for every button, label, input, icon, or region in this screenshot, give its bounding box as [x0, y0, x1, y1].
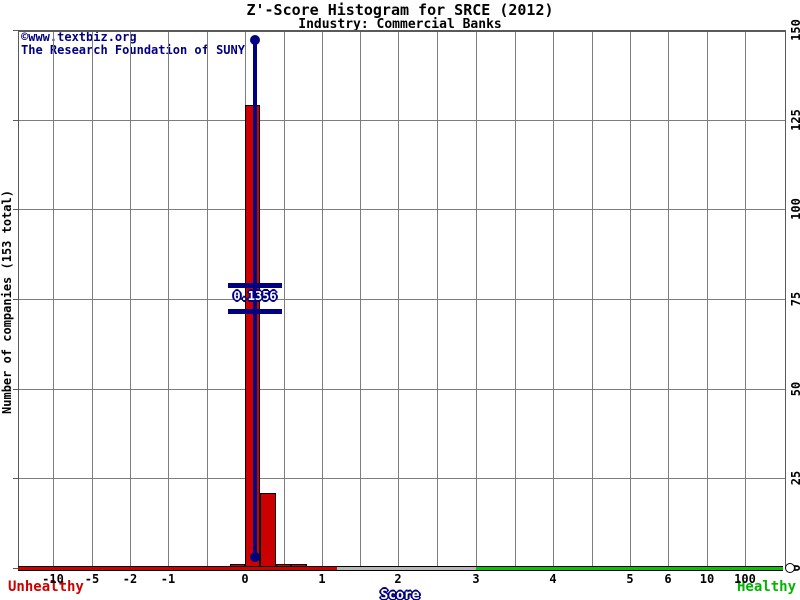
x-tick-label: -1: [160, 572, 176, 586]
mean-value-label: 0.1356: [233, 289, 277, 303]
h-gridline: [18, 299, 785, 300]
y-tick-label: 50: [789, 381, 800, 397]
y-tick: [13, 389, 18, 390]
axis-zone-neutral: [337, 566, 476, 571]
y-tick-label: 125: [789, 109, 800, 131]
credit-text: The Research Foundation of SUNY: [21, 43, 245, 57]
plot-border-top: [18, 30, 786, 32]
h-gridline: [18, 209, 785, 210]
x-axis-title: Score: [0, 584, 800, 600]
h-gridline: [18, 478, 785, 479]
y-tick-label: 150: [789, 19, 800, 41]
x-tick-label: -10: [42, 572, 64, 586]
x-tick-label: 10: [699, 572, 715, 586]
x-tick-label: 2: [394, 572, 402, 586]
y-tick-label: 100: [789, 198, 800, 220]
mean-whisker-upper: [228, 283, 282, 288]
h-gridline: [18, 389, 785, 390]
y-axis-title: Number of companies (153 total): [0, 190, 14, 414]
y-tick-label: 25: [789, 470, 800, 486]
h-gridline: [18, 120, 785, 121]
y-tick: [13, 30, 18, 31]
x-axis-title-text: Score: [380, 588, 420, 600]
mean-dot-bottom: [250, 552, 260, 562]
mean-whisker-lower: [228, 309, 282, 314]
healthy-label: Healthy: [737, 579, 797, 595]
chart-title: Z'-Score Histogram for SRCE (2012): [246, 1, 554, 19]
y-tick: [13, 299, 18, 300]
x-tick-label: 100: [734, 572, 756, 586]
x-tick-label: 3: [472, 572, 480, 586]
mean-line: [253, 40, 257, 557]
copyright-link[interactable]: ©www.textbiz.org: [21, 30, 137, 44]
x-tick-label: 1: [318, 572, 326, 586]
plot-border-left: [18, 30, 19, 568]
y-tick-label: 75: [789, 291, 800, 307]
y-tick: [13, 478, 18, 479]
axis-zone-healthy: [476, 566, 783, 571]
x-tick-label: 6: [664, 572, 672, 586]
plot-border-right: [785, 30, 786, 568]
unhealthy-label: Unhealthy: [8, 579, 84, 595]
x-tick-label: 5: [626, 572, 634, 586]
y-tick: [13, 120, 18, 121]
chart-subtitle: Industry: Commercial Banks: [298, 17, 502, 32]
axis-end-marker: [785, 563, 795, 573]
x-tick-label: 4: [549, 572, 557, 586]
mean-dot-top: [250, 35, 260, 45]
y-tick: [13, 209, 18, 210]
y-tick: [13, 568, 18, 569]
x-tick-label: -5: [84, 572, 100, 586]
x-tick-label: -2: [122, 572, 138, 586]
x-tick-label: 0: [241, 572, 249, 586]
axis-zone-unhealthy: [18, 566, 337, 571]
histogram-bar: [260, 493, 276, 570]
